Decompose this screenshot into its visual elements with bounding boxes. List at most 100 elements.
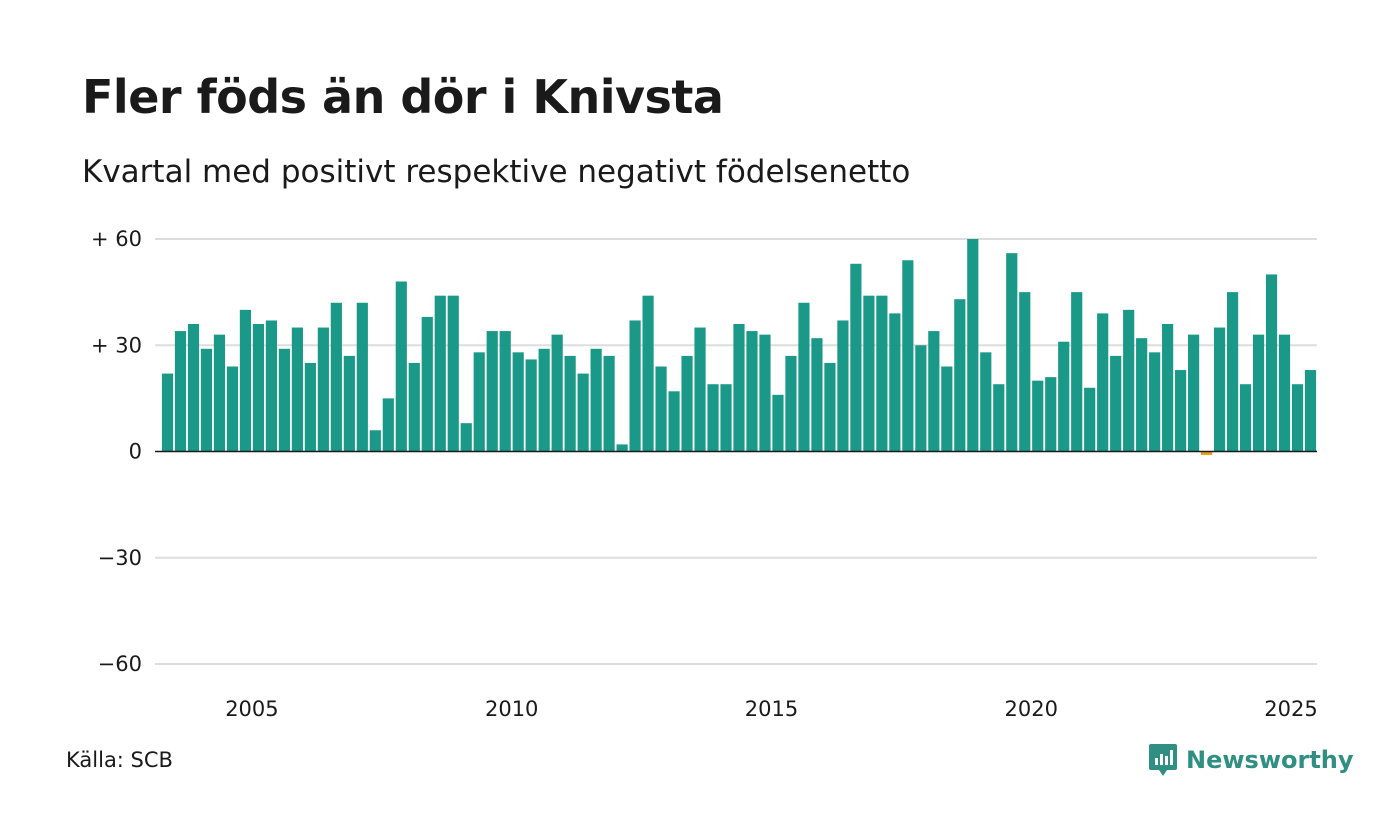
bar [889,313,901,452]
source-note: Källa: SCB [66,748,173,772]
bar [837,320,849,452]
bar [681,355,693,452]
bar [863,295,875,452]
bar [590,348,602,452]
y-tick-label: 0 [129,440,142,464]
bar [1201,451,1213,456]
bar [1162,324,1174,452]
bar [1136,338,1148,452]
bar [460,423,472,452]
bar [343,355,355,452]
x-tick-label: 2010 [485,697,538,721]
bar [1058,341,1070,452]
bar [876,295,888,452]
bar [980,352,992,452]
bar [811,338,823,452]
bar [317,327,329,452]
bar [1032,380,1044,452]
bar [278,348,290,452]
bar [382,398,394,452]
bar [1097,313,1109,452]
bar [577,373,589,452]
bar [603,355,615,452]
bar [1084,387,1096,452]
bar [291,327,303,452]
bar [1110,355,1122,452]
bar [629,320,641,452]
bar [252,324,264,452]
bar [694,327,706,452]
brand-name: Newsworthy [1186,746,1354,774]
bar [616,444,628,452]
bar [733,324,745,452]
bar [226,366,239,452]
y-tick-label: + 60 [91,227,142,251]
bar [512,352,524,452]
bar [265,320,277,452]
bar [798,302,810,452]
bar [330,302,342,452]
bar [772,394,784,452]
bar [499,331,511,452]
bar [1226,292,1239,452]
y-tick-label: + 30 [91,333,142,357]
bar [1019,292,1031,452]
bar [356,302,368,452]
bar [850,263,862,452]
bar [954,299,966,452]
x-tick-label: 2005 [225,697,278,721]
bar [785,355,797,452]
bar [421,316,433,452]
bars [161,239,1317,456]
bar [993,384,1005,452]
bar [395,281,407,452]
bar [655,366,667,452]
bar [1149,352,1161,452]
bar [564,355,576,452]
bar [161,373,174,452]
bar [434,295,446,452]
bar [1291,384,1304,452]
axes: + 60 + 30 0 −30 −60 2005 2010 2015 2020 2025 [91,227,1318,721]
chart-title: Fler föds än dör i Knivsta [82,70,724,124]
bar [1006,253,1018,452]
bar [1071,292,1083,452]
bar-chart: + 60 + 30 0 −30 −60 2005 2010 2015 2020 2025 [91,227,1318,721]
bar [967,239,979,452]
bar [824,362,836,452]
bar [213,334,226,452]
bar [915,345,927,452]
bar [408,362,420,452]
bar [304,362,316,452]
bar [239,309,252,452]
bar [1252,334,1265,452]
bar [720,384,732,452]
bar [1188,334,1200,452]
bar [941,366,953,452]
bar [473,352,485,452]
bar [642,295,654,452]
bar [1045,377,1057,452]
bar [1265,274,1278,452]
newsworthy-icon [1149,744,1177,776]
bar [707,384,719,452]
x-tick-label: 2020 [1005,697,1058,721]
x-tick-label: 2015 [745,697,798,721]
bar [187,324,200,452]
bar [746,331,758,452]
brand-logo: Newsworthy [1148,742,1354,778]
bar [525,359,537,452]
bar [1278,334,1291,452]
y-tick-label: −30 [98,546,142,570]
bar [759,334,771,452]
bar [174,331,187,452]
bar [1123,309,1135,452]
chart-subtitle: Kvartal med positivt respektive negativt… [82,154,911,190]
bar [668,391,680,452]
bar [1239,384,1252,452]
x-tick-label: 2025 [1264,697,1317,721]
bar [551,334,563,452]
bar [928,331,940,452]
bar [1175,370,1187,452]
bar [1304,370,1317,452]
